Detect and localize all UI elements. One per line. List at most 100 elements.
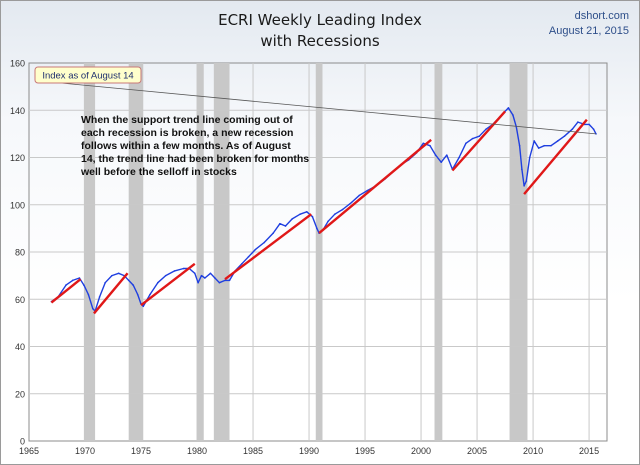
x-tick-label-1995: 1995 (355, 446, 375, 456)
x-tick-label-1970: 1970 (75, 446, 95, 456)
index-point-83 (533, 140, 535, 142)
index-point-67 (458, 156, 460, 159)
index-point-65 (446, 154, 448, 156)
index-point-62 (429, 144, 431, 147)
index-point-15 (132, 284, 134, 286)
index-point-90 (577, 121, 579, 123)
index-point-89 (571, 128, 574, 130)
index-point-20 (157, 281, 159, 284)
y-tick-label-120: 120 (10, 153, 25, 163)
index-point-19 (149, 293, 151, 296)
y-tick-label-140: 140 (10, 106, 25, 116)
index-point-68 (465, 142, 467, 145)
index-point-5 (83, 284, 85, 286)
x-tick-label-1965: 1965 (19, 446, 39, 456)
index-point-70 (478, 135, 481, 138)
index-point-49 (327, 220, 329, 223)
index-point-80 (523, 185, 525, 187)
index-point-44 (305, 211, 308, 213)
trend-line-5 (451, 110, 506, 172)
index-point-84 (537, 147, 540, 149)
trend-line-2 (140, 262, 196, 307)
index-point-75 (507, 107, 510, 109)
index-point-11 (111, 274, 113, 277)
y-tick-label-20: 20 (15, 389, 25, 399)
index-point-10 (104, 281, 106, 284)
index-point-93 (592, 128, 595, 130)
index-point-64 (440, 161, 443, 164)
y-tick-label-100: 100 (10, 200, 25, 210)
index-point-2 (65, 284, 67, 286)
note-line-4: well before the selloff in stocks (80, 166, 237, 178)
index-point-43 (299, 213, 301, 215)
index-point-6 (87, 293, 90, 296)
index-point-28 (204, 277, 206, 279)
index-point-35 (241, 263, 243, 265)
x-tick-label-2015: 2015 (579, 446, 599, 456)
x-tick-label-2005: 2005 (467, 446, 487, 456)
index-point-23 (182, 267, 185, 270)
x-tick-label-2000: 2000 (411, 446, 431, 456)
index-point-21 (164, 274, 167, 277)
index-point-85 (543, 144, 546, 147)
x-tick-label-2010: 2010 (523, 446, 543, 456)
index-point-54 (366, 189, 369, 192)
x-tick-label-1990: 1990 (299, 446, 319, 456)
index-point-42 (291, 218, 294, 220)
trend-line-0 (50, 278, 82, 304)
index-point-63 (434, 154, 437, 156)
source-label: dshort.com (574, 10, 629, 22)
index-point-39 (272, 232, 274, 234)
index-point-61 (422, 142, 425, 145)
index-point-45 (311, 215, 314, 218)
index-point-87 (556, 140, 559, 142)
trend-line-1 (93, 272, 129, 315)
callout-label: Index as of August 14 (42, 71, 133, 82)
index-point-71 (485, 128, 487, 130)
index-point-46 (316, 227, 318, 230)
index-point-92 (588, 123, 590, 126)
y-tick-label-80: 80 (15, 248, 25, 258)
note-line-1: each recession is broken, a new recessio… (81, 127, 293, 139)
index-point-37 (254, 248, 257, 251)
note-line-2: follows within a few months. As of Augus… (81, 140, 291, 152)
y-tick-label-60: 60 (15, 295, 25, 305)
source-block: dshort.com August 21, 2015 (549, 9, 629, 39)
y-tick-label-40: 40 (15, 342, 25, 352)
index-point-36 (247, 255, 250, 258)
index-point-9 (98, 296, 101, 298)
x-tick-label-1985: 1985 (243, 446, 263, 456)
callout-box (34, 66, 142, 84)
index-point-40 (279, 222, 281, 225)
y-tick-label-160: 160 (10, 59, 25, 69)
index-point-3 (71, 279, 74, 282)
index-point-52 (350, 201, 353, 204)
index-point-26 (197, 281, 199, 284)
date-label: August 21, 2015 (548, 25, 629, 37)
index-point-76 (512, 114, 514, 116)
note-line-3: 14, the trend line had been broken for m… (81, 153, 309, 165)
index-point-27 (200, 274, 203, 277)
index-point-25 (193, 272, 196, 275)
index-point-30 (214, 277, 216, 279)
callout-pointer (60, 82, 597, 135)
index-point-50 (334, 213, 336, 215)
index-point-22 (173, 270, 176, 272)
index-point-32 (224, 279, 226, 282)
index-point-51 (341, 208, 344, 211)
note-line-0: When the support trend line coming out o… (81, 114, 293, 126)
index-point-69 (471, 137, 474, 140)
index-point-7 (92, 307, 94, 310)
index-point-12 (117, 272, 120, 275)
index-point-18 (142, 305, 145, 308)
index-point-86 (550, 144, 552, 147)
index-point-82 (528, 156, 531, 159)
index-point-79 (521, 168, 523, 171)
x-tick-label-1975: 1975 (131, 446, 151, 456)
index-point-29 (209, 272, 212, 275)
trend-line-4 (318, 138, 432, 235)
index-point-53 (358, 194, 361, 197)
chart-title-line-1: ECRI Weekly Leading Index (218, 11, 422, 29)
index-point-88 (563, 135, 566, 138)
